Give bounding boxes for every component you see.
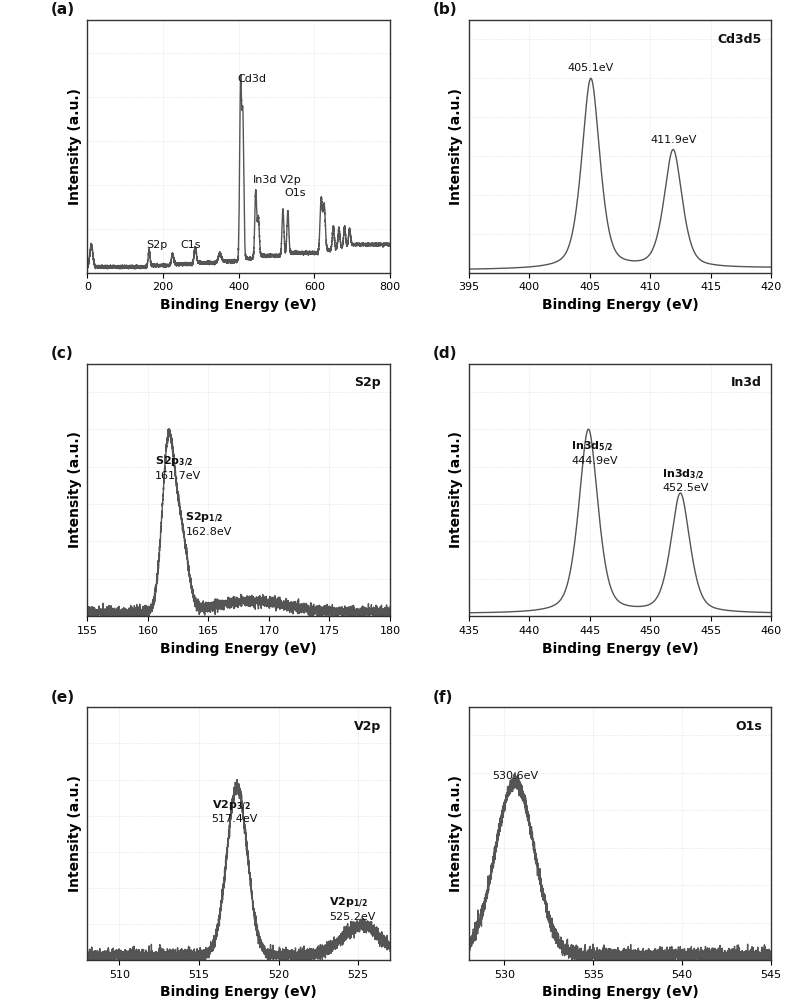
Text: $\mathbf{S2p_{1/2}}$
162.8eV: $\mathbf{S2p_{1/2}}$ 162.8eV bbox=[185, 511, 232, 537]
Text: Cd3d5: Cd3d5 bbox=[718, 33, 762, 46]
Text: (f): (f) bbox=[432, 690, 452, 705]
X-axis label: Binding Energy (eV): Binding Energy (eV) bbox=[541, 642, 698, 656]
Text: (c): (c) bbox=[51, 346, 74, 361]
Text: 405.1eV: 405.1eV bbox=[568, 63, 614, 73]
Text: S2p: S2p bbox=[146, 240, 167, 250]
Text: C1s: C1s bbox=[180, 240, 200, 250]
Text: (b): (b) bbox=[432, 2, 457, 17]
Text: $\mathbf{V2p_{1/2}}$
525.2eV: $\mathbf{V2p_{1/2}}$ 525.2eV bbox=[329, 896, 376, 922]
X-axis label: Binding Energy (eV): Binding Energy (eV) bbox=[541, 985, 698, 999]
Text: V2p: V2p bbox=[354, 720, 381, 733]
Y-axis label: Intensity (a.u.): Intensity (a.u.) bbox=[68, 775, 82, 892]
Text: $\mathbf{V2p_{3/2}}$
517.4eV: $\mathbf{V2p_{3/2}}$ 517.4eV bbox=[211, 799, 258, 824]
Y-axis label: Intensity (a.u.): Intensity (a.u.) bbox=[449, 432, 463, 548]
Text: $\mathbf{In3d_{3/2}}$
452.5eV: $\mathbf{In3d_{3/2}}$ 452.5eV bbox=[662, 468, 708, 493]
Text: (e): (e) bbox=[51, 690, 76, 705]
Text: In3d: In3d bbox=[731, 376, 762, 389]
Text: O1s: O1s bbox=[735, 720, 762, 733]
Y-axis label: Intensity (a.u.): Intensity (a.u.) bbox=[449, 775, 463, 892]
Text: (a): (a) bbox=[51, 2, 76, 17]
Y-axis label: Intensity (a.u.): Intensity (a.u.) bbox=[68, 432, 82, 548]
X-axis label: Binding Energy (eV): Binding Energy (eV) bbox=[161, 642, 317, 656]
Text: $\mathbf{S2p_{3/2}}$
161.7eV: $\mathbf{S2p_{3/2}}$ 161.7eV bbox=[155, 455, 201, 481]
X-axis label: Binding Energy (eV): Binding Energy (eV) bbox=[161, 298, 317, 312]
Text: S2p: S2p bbox=[355, 376, 381, 389]
Y-axis label: Intensity (a.u.): Intensity (a.u.) bbox=[68, 88, 82, 205]
Text: V2p: V2p bbox=[280, 175, 301, 185]
Text: 530.6eV: 530.6eV bbox=[492, 771, 538, 781]
Text: Cd3d: Cd3d bbox=[237, 74, 266, 84]
Text: In3d: In3d bbox=[253, 175, 277, 185]
X-axis label: Binding Energy (eV): Binding Energy (eV) bbox=[541, 298, 698, 312]
Text: $\mathbf{In3d_{5/2}}$
444.9eV: $\mathbf{In3d_{5/2}}$ 444.9eV bbox=[572, 440, 618, 466]
Text: 411.9eV: 411.9eV bbox=[650, 135, 696, 145]
X-axis label: Binding Energy (eV): Binding Energy (eV) bbox=[161, 985, 317, 999]
Text: (d): (d) bbox=[432, 346, 457, 361]
Y-axis label: Intensity (a.u.): Intensity (a.u.) bbox=[449, 88, 463, 205]
Text: O1s: O1s bbox=[285, 188, 306, 198]
